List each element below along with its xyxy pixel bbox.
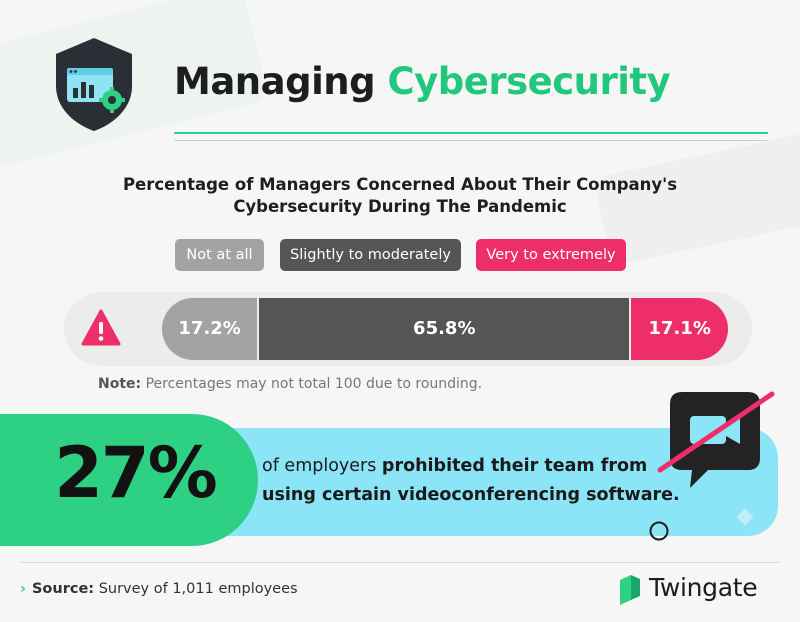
decorative-circle [649,521,669,541]
bar-segment-1: 17.2% [162,298,258,360]
bar-segment-2: 65.8% [259,298,630,360]
footer-divider [20,562,780,563]
divider [174,132,768,134]
video-camera-crossed-icon [657,391,775,488]
legend-item-1: Not at all [175,239,264,271]
note-text: Percentages may not total 100 due to rou… [145,376,483,392]
chart-note: Note: Percentages may not total 100 due … [98,376,482,392]
chevron-right-icon: › [20,581,26,597]
warning-icon [81,309,121,346]
source-label: Source: [31,581,95,597]
brand-name: Twingate [649,573,758,602]
page-title: Managing Cybersecurity [174,60,671,103]
title-part-1: Managing [174,60,376,103]
title-part-2: Cybersecurity [387,60,671,103]
legend-item-2: Slightly to moderately [280,239,461,271]
decorative-diamond [736,508,754,526]
legend-item-3: Very to extremely [476,239,626,271]
stat-value: 27% [54,432,218,514]
bar-segment-3: 17.1% [631,298,728,360]
stat-text-plain: of employers [262,456,382,476]
source-line: › Source: Survey of 1,011 employees [20,581,298,597]
chart-title: Percentage of Managers Concerned About T… [122,175,678,216]
divider [174,140,768,141]
stat-description: of employers prohibited their team from … [262,452,692,510]
source-text: Survey of 1,011 employees [98,581,298,597]
note-label: Note: [98,376,142,392]
twingate-logo-icon [620,575,640,605]
stat-text-bold: prohibited their team from using certain… [262,456,680,505]
shield-dashboard-gear-icon [56,38,132,131]
stat-highlight [0,414,258,546]
